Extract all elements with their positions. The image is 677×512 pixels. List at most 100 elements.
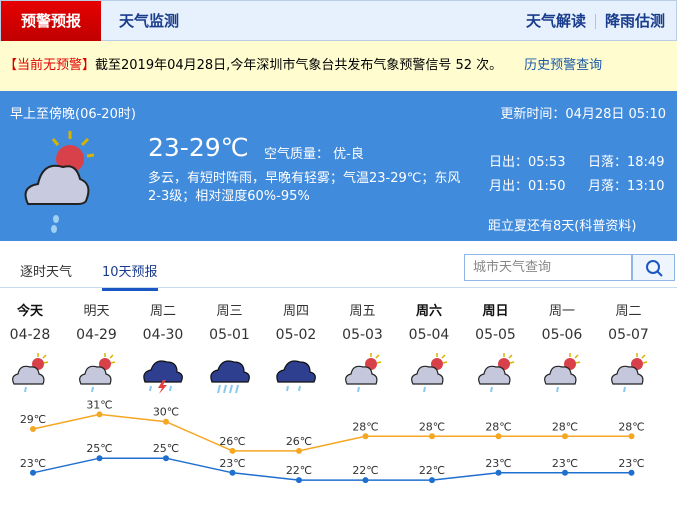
cloudy-shower-icon <box>24 131 95 233</box>
sunset: 日落：18:49 <box>588 155 665 170</box>
tab-warning-forecast[interactable]: 预警预报 <box>1 1 101 41</box>
high-temp-label: 26℃ <box>286 435 312 448</box>
thunderstorm-icon <box>133 352 193 394</box>
high-temp-label: 31℃ <box>86 398 112 411</box>
high-temp-point <box>628 433 635 440</box>
day-date: 04-30 <box>142 327 184 343</box>
high-temp-label: 28℃ <box>552 420 578 433</box>
forecast-desc-line1: 多云，有短时阵雨，早晚有轻雾；气温23-29℃；东风 <box>148 171 461 186</box>
tab-weather-monitor[interactable]: 天气监测 <box>119 12 180 30</box>
high-temp-point <box>362 433 369 440</box>
low-temp-point <box>562 469 568 476</box>
low-temp-label: 23℃ <box>219 457 245 470</box>
low-temp-point <box>30 469 36 476</box>
rain-icon <box>266 352 326 394</box>
low-temp-label: 23℃ <box>618 457 644 470</box>
low-temp-label: 22℃ <box>286 464 312 477</box>
day-date: 04-28 <box>9 327 51 343</box>
top-nav: 预警预报 天气监测 天气解读 降雨估测 <box>0 0 677 41</box>
temperature-chart: 29℃ 31℃ 30℃ 26℃ 26℃ 28℃ 28℃ 28℃ 28℃ 28℃ 23℃ 25℃ 25℃ 2… <box>20 398 645 484</box>
day-date: 05-06 <box>541 327 583 343</box>
day-weekday: 周五 <box>349 304 376 319</box>
low-temp-label: 22℃ <box>419 464 445 477</box>
high-temp-point <box>562 433 568 440</box>
warning-bar: 【当前无预警】截至2019年04月28日,今年深圳市气象台共发布气象预警信号 5… <box>0 41 677 91</box>
day-date: 04-29 <box>76 327 117 343</box>
sunrise: 日出：05:53 <box>489 155 566 170</box>
day-weekday: 周二 <box>615 304 642 319</box>
day-weekday: 周日 <box>482 304 509 319</box>
high-temp-label: 28℃ <box>485 420 511 433</box>
low-temp-label: 25℃ <box>86 442 112 455</box>
low-temp-line <box>32 457 632 481</box>
day-weekday: 明天 <box>83 304 110 319</box>
high-temp-label: 26℃ <box>219 435 245 448</box>
shower-icon <box>0 352 60 394</box>
low-temp-point <box>429 477 435 484</box>
forecast-desc-line2: 2-3级；相对湿度60%-95% <box>148 189 310 204</box>
low-temp-label: 25℃ <box>153 442 179 455</box>
day-weekday: 今天 <box>16 304 43 319</box>
shower-icon <box>532 352 592 394</box>
day-date: 05-04 <box>408 327 450 343</box>
period-label: 早上至傍晚(06-20时) <box>10 107 136 122</box>
air-quality: 空气质量： 优-良 <box>264 147 364 162</box>
low-temp-point <box>628 469 635 476</box>
high-temp-point <box>30 426 36 432</box>
temperature-range: 23-29℃ <box>148 133 249 162</box>
solar-term-link[interactable]: 距立夏还有8天(科普资料) <box>488 219 637 234</box>
high-temp-point <box>495 433 502 440</box>
shower-icon <box>67 352 127 394</box>
shower-icon <box>399 352 459 394</box>
day-date: 05-05 <box>475 327 516 343</box>
day-date: 05-02 <box>275 327 317 343</box>
day-weekday: 周四 <box>282 304 309 319</box>
low-temp-label: 23℃ <box>552 457 578 470</box>
warning-text: 截至2019年04月28日,今年深圳市气象台共发布气象预警信号 52 次。 <box>95 58 503 73</box>
high-temp-point <box>296 447 302 454</box>
link-rain-estimate[interactable]: 降雨估测 <box>605 12 666 30</box>
forecast-tabs: 逐时天气 10天预报 <box>0 241 677 291</box>
high-temp-line <box>32 413 632 452</box>
high-temp-label: 30℃ <box>153 406 179 419</box>
low-temp-label: 23℃ <box>485 457 511 470</box>
shower-icon <box>333 352 393 394</box>
high-temp-point <box>163 418 169 425</box>
day-weekday: 周一 <box>548 304 575 319</box>
low-temp-point <box>495 469 502 476</box>
search-icon <box>646 260 663 277</box>
city-search-input[interactable]: 城市天气查询 <box>464 254 632 281</box>
link-weather-interpret[interactable]: 天气解读 <box>526 12 587 30</box>
low-temp-point <box>96 455 103 462</box>
low-temp-point <box>362 477 369 484</box>
day-date: 05-07 <box>608 327 649 343</box>
shower-icon <box>599 352 659 394</box>
day-date: 05-01 <box>209 327 250 343</box>
high-temp-label: 29℃ <box>20 413 46 426</box>
high-temp-label: 28℃ <box>352 420 378 433</box>
day-weekday: 周二 <box>149 304 176 319</box>
history-warning-link[interactable]: 历史预警查询 <box>524 58 603 73</box>
shower-icon <box>466 352 526 394</box>
low-temp-point <box>229 469 236 476</box>
low-temp-label: 22℃ <box>352 464 378 477</box>
update-time: 更新时间：04月28日 05:10 <box>500 107 666 122</box>
day-date: 05-03 <box>342 327 383 343</box>
high-temp-label: 28℃ <box>419 420 445 433</box>
high-temp-label: 28℃ <box>618 420 644 433</box>
day-weekday: 周六 <box>415 304 442 319</box>
heavy-rain-icon <box>200 352 260 394</box>
high-temp-point <box>229 447 236 454</box>
warning-status: 【当前无预警】 <box>4 58 96 73</box>
divider <box>595 14 596 29</box>
low-temp-label: 23℃ <box>20 457 46 470</box>
moonrise: 月出：01:50 <box>489 179 566 194</box>
low-temp-point <box>296 477 302 484</box>
low-temp-point <box>163 455 169 462</box>
tab-hourly[interactable]: 逐时天气 <box>20 265 73 280</box>
current-weather-panel: 早上至傍晚(06-20时) 更新时间：04月28日 05:10 23-29℃ 空… <box>0 91 677 241</box>
moonset: 月落：13:10 <box>588 179 665 194</box>
high-temp-point <box>429 433 435 440</box>
tab-10-day[interactable]: 10天预报 <box>102 261 158 291</box>
search-button[interactable] <box>632 254 675 281</box>
